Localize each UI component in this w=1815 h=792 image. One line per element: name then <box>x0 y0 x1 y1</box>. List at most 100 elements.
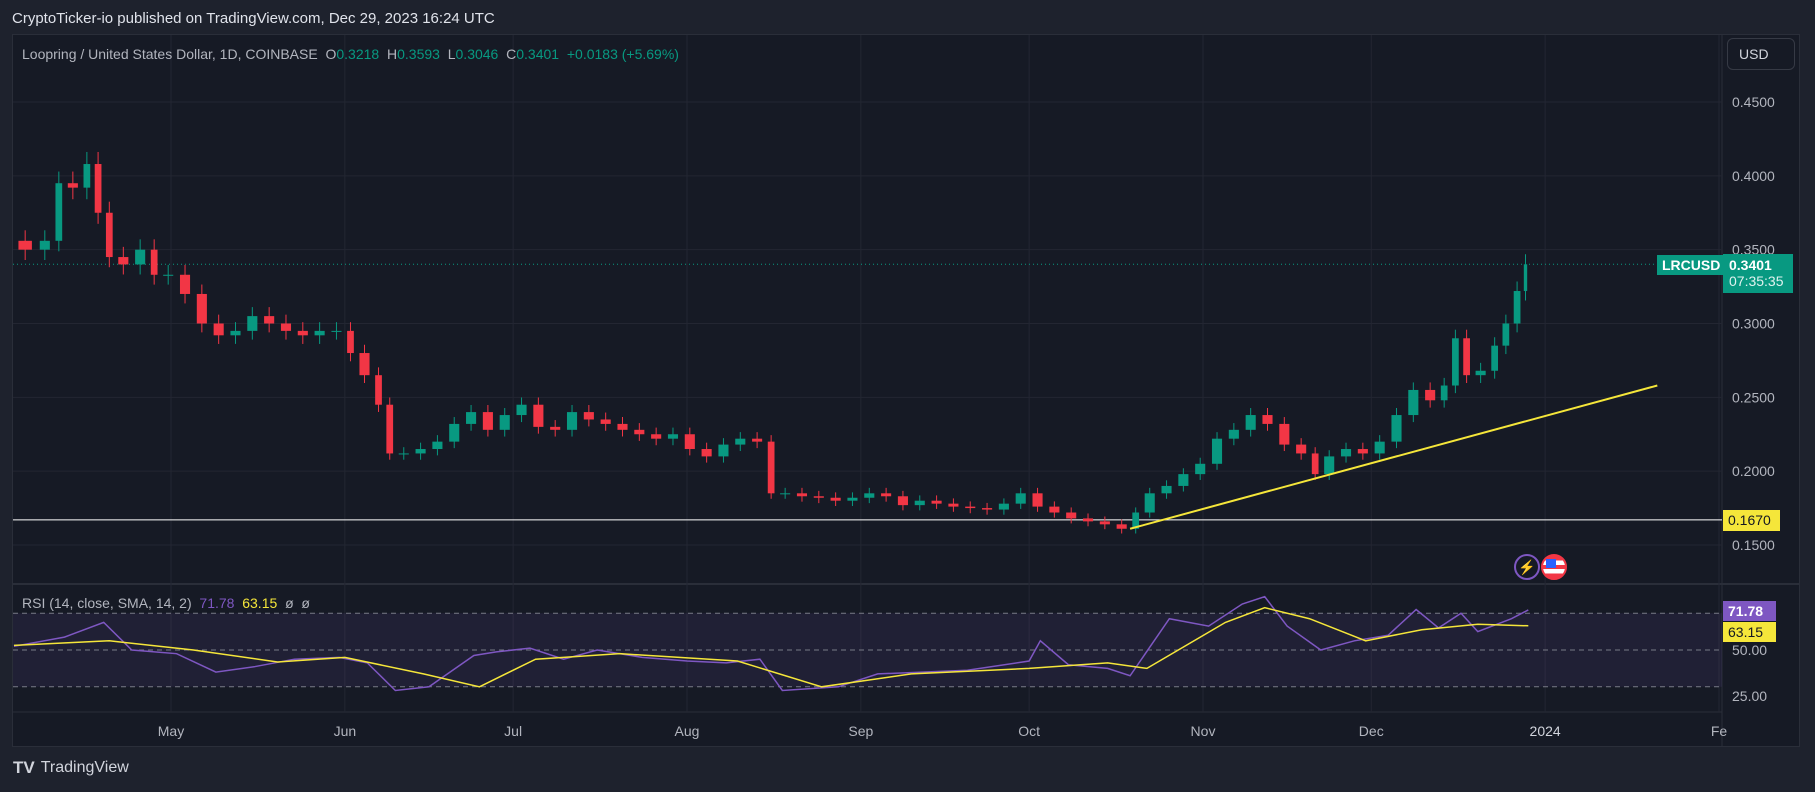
candle <box>1144 493 1155 513</box>
low-label: L <box>447 46 456 62</box>
lightning-icon[interactable]: ⚡ <box>1514 554 1540 580</box>
candle <box>701 449 712 457</box>
candle <box>651 434 662 439</box>
candle <box>1523 264 1528 292</box>
candle <box>67 183 78 188</box>
candle <box>1391 415 1402 442</box>
us-flag-icon[interactable] <box>1541 554 1567 580</box>
tradingview-logo[interactable]: TV TradingView <box>13 758 129 778</box>
rsi-line <box>13 595 1529 692</box>
candle <box>550 426 561 430</box>
rsi-legend: RSI (14, close, SMA, 14, 2) 71.78 63.15 … <box>22 595 310 611</box>
candle <box>1082 518 1094 522</box>
currency-button[interactable]: USD <box>1727 38 1795 70</box>
candle <box>796 493 808 497</box>
time-tick-label: Jul <box>504 723 522 739</box>
candle <box>998 503 1009 510</box>
candle <box>398 453 409 455</box>
symbol-tag: LRCUSD <box>1657 255 1726 275</box>
candle <box>617 423 628 430</box>
candle <box>386 404 394 454</box>
price-tick-label: 0.2500 <box>1732 389 1775 405</box>
candle <box>566 412 578 430</box>
candle <box>600 419 611 424</box>
candle <box>1262 415 1273 424</box>
candle <box>105 212 113 258</box>
candle <box>1340 449 1352 457</box>
time-tick-label: Nov <box>1191 723 1216 739</box>
candle <box>432 441 443 450</box>
candle <box>516 404 527 416</box>
candle <box>1178 474 1189 486</box>
rsi-tick-label: 50.00 <box>1732 642 1767 658</box>
time-tick-label: 2024 <box>1530 723 1561 739</box>
chart-frame[interactable] <box>12 34 1800 747</box>
symbol-legend: Loopring / United States Dollar, 1D, COI… <box>22 46 679 62</box>
price-tick-label: 0.3500 <box>1732 242 1775 258</box>
candle <box>583 412 594 420</box>
candle <box>18 240 32 250</box>
candle <box>359 353 370 376</box>
candle <box>780 493 791 495</box>
candle <box>247 316 258 331</box>
candle <box>1066 512 1077 519</box>
price-tick-label: 0.4500 <box>1732 94 1775 110</box>
candle <box>1440 385 1448 401</box>
candle <box>1228 429 1239 439</box>
last-price-tag: 0.3401 07:35:35 <box>1723 254 1793 293</box>
high-value: 0.3593 <box>397 46 440 62</box>
candle <box>897 496 908 506</box>
time-tick-label: Jun <box>334 723 357 739</box>
rsi-title: RSI (14, close, SMA, 14, 2) <box>22 595 192 611</box>
candle <box>449 423 460 442</box>
candle <box>718 444 729 457</box>
candle <box>1049 506 1060 513</box>
candle <box>179 274 191 294</box>
candle <box>948 503 959 507</box>
candle <box>667 434 679 439</box>
time-tick-label: Oct <box>1018 723 1040 739</box>
footer-brand: TradingView <box>40 759 129 776</box>
candle <box>1032 493 1043 507</box>
open-label: O <box>325 46 337 62</box>
rsi-null-1: ø <box>285 595 294 611</box>
candle <box>1425 389 1436 401</box>
candle <box>533 404 544 427</box>
candle <box>1296 444 1307 454</box>
candle <box>196 293 207 324</box>
candle <box>1491 345 1499 371</box>
close-label: C <box>506 46 517 62</box>
candle <box>1132 512 1140 529</box>
candle <box>1475 370 1486 376</box>
bar-countdown: 07:35:35 <box>1729 273 1784 289</box>
candle <box>280 323 292 331</box>
time-tick-label: Dec <box>1359 723 1384 739</box>
rsi-null-2: ø <box>301 595 310 611</box>
candle <box>1211 438 1223 464</box>
low-value: 0.3046 <box>455 46 499 62</box>
candle <box>314 330 325 336</box>
candle <box>1099 521 1110 525</box>
candle <box>752 438 763 442</box>
candle <box>297 330 308 336</box>
rsi-value: 71.78 <box>199 595 235 611</box>
candle <box>1374 441 1385 454</box>
rsi-sma-line <box>13 606 1529 688</box>
high-label: H <box>386 46 398 62</box>
tradingview-logo-icon: TV <box>13 758 35 777</box>
candle <box>1324 456 1335 475</box>
time-tick-label: Sep <box>848 723 873 739</box>
candle <box>767 441 775 494</box>
time-tick-label: May <box>158 723 184 739</box>
candle <box>150 249 158 275</box>
candle <box>914 500 925 506</box>
candle <box>347 330 354 354</box>
candle <box>684 434 695 450</box>
rsi-sma-tag: 63.15 <box>1723 622 1776 642</box>
candle <box>1116 524 1127 529</box>
candle <box>83 164 91 188</box>
candle <box>230 330 241 336</box>
time-tick-label: Aug <box>675 723 700 739</box>
candle <box>1452 338 1459 386</box>
